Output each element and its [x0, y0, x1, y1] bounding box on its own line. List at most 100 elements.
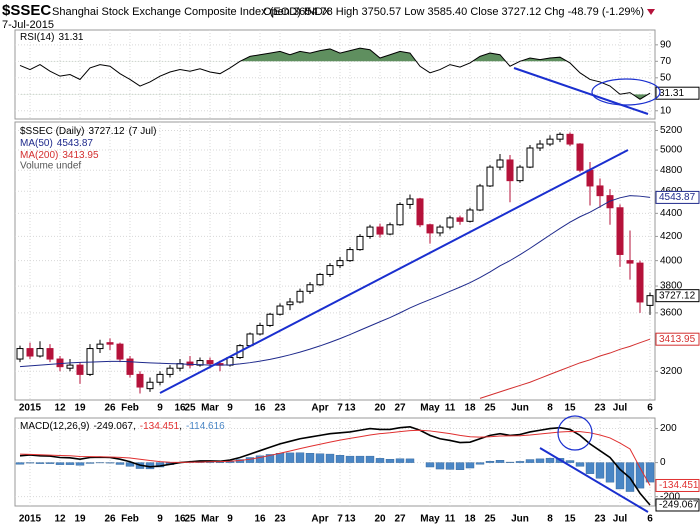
ma50-value: 4543.87: [57, 138, 94, 149]
symbol: $SSEC: [2, 2, 51, 19]
candle-body: [646, 295, 654, 306]
candle-body: [66, 364, 74, 369]
x-tick-label: May: [420, 403, 440, 414]
x-tick-label: May: [420, 514, 440, 525]
histogram-bar: [595, 462, 605, 479]
candle-body: [186, 361, 194, 366]
panel-frame: [14, 29, 656, 120]
x-tick-label: Feb: [121, 403, 139, 414]
x-tick-label: 12: [54, 514, 66, 525]
histogram-bar: [255, 455, 265, 463]
annotations: [159, 67, 661, 513]
x-tick-label: 18: [464, 514, 476, 525]
y-tick-label: 4200: [660, 231, 683, 242]
x-tick-label: 23: [594, 403, 606, 414]
x-tick-label: 13: [344, 403, 356, 414]
x-tick-label: 15: [564, 514, 576, 525]
price-date: (7 Jul): [129, 126, 157, 137]
candle-body: [406, 198, 414, 205]
x-tick-label: Mar: [201, 514, 219, 525]
histogram-bar: [55, 462, 65, 465]
histogram-bar: [545, 457, 555, 463]
x-tick-label: 9: [157, 514, 163, 525]
price-legend: $SSEC (Daily) 3727.12 (7 Jul): [20, 126, 156, 137]
y-tick-label: 4800: [660, 165, 683, 176]
histogram-bar: [615, 462, 625, 490]
x-tick-label: 16: [174, 514, 186, 525]
candle-body: [476, 185, 484, 211]
candle-body: [316, 273, 324, 286]
candle-body: [206, 360, 214, 365]
candle-body: [346, 249, 354, 262]
histogram-bar: [115, 462, 125, 465]
histogram-bar: [305, 453, 315, 463]
x-tick-label: Feb: [121, 514, 139, 525]
candle-body: [626, 260, 634, 264]
candle-body: [616, 207, 624, 255]
candle-body: [306, 284, 314, 292]
histogram-bar: [535, 458, 545, 463]
rsi-name: RSI(14): [20, 32, 54, 43]
candle-body: [566, 133, 574, 145]
candle-body: [586, 169, 594, 187]
histogram-bar: [495, 460, 505, 463]
histogram-bar: [575, 462, 585, 467]
histogram-bar: [635, 462, 645, 489]
histogram-bar: [265, 454, 275, 463]
x-tick-label: 16: [254, 514, 266, 525]
histogram-bar: [585, 462, 595, 474]
histogram-bar: [385, 458, 395, 463]
x-tick-label: 26: [104, 514, 116, 525]
histogram-bar: [475, 462, 485, 465]
y-tick-label: -200: [660, 491, 680, 502]
candle-body: [536, 143, 544, 149]
x-tick-label: 26: [104, 403, 116, 414]
candle-body: [286, 301, 294, 306]
y-tick-label: 3200: [660, 366, 683, 377]
histogram-bar: [325, 453, 335, 463]
histogram-bar: [35, 462, 45, 464]
moving-average: [19, 195, 651, 368]
x-tick-label: 8: [547, 514, 553, 525]
candle-body: [276, 305, 284, 315]
candle-body: [366, 226, 374, 237]
x-tick-label: Jul: [613, 403, 628, 414]
x-tick-label: 23: [274, 514, 286, 525]
ma200-legend: MA(200) 3413.95: [20, 150, 99, 161]
candle-body: [446, 217, 454, 228]
histogram-bar: [365, 455, 375, 463]
price-name: $SSEC (Daily): [20, 126, 84, 137]
histogram-bar: [505, 461, 515, 463]
x-tick-label: 2015: [19, 403, 42, 414]
candle-body: [596, 185, 604, 197]
candle-body: [576, 143, 584, 171]
x-tick-label: 15: [564, 403, 576, 414]
x-tick-label: 25: [484, 403, 496, 414]
histogram-bar: [515, 461, 525, 463]
date: 7-Jul-2015: [2, 19, 54, 31]
histogram-bar: [65, 462, 75, 465]
plot-area: 1030507090320036003800400042004400460048…: [14, 29, 700, 525]
candle-body: [336, 260, 344, 267]
candle-body: [26, 348, 34, 357]
candle-body: [526, 147, 534, 168]
x-tick-label: 19: [74, 403, 86, 414]
x-tick-label: 11: [445, 514, 456, 525]
x-tick-label: 7: [337, 514, 343, 525]
x-tick-label: 7: [337, 403, 343, 414]
value-box-label: 31.31: [659, 88, 684, 99]
value-box-label: -249.067: [659, 500, 699, 511]
histogram-bar: [85, 462, 95, 464]
candle-body: [436, 226, 444, 234]
histogram-bar: [335, 455, 345, 463]
macd-line: [19, 429, 651, 486]
x-tick-label: 25: [184, 403, 196, 414]
candle-body: [396, 203, 404, 226]
value-box: [655, 332, 700, 346]
candle-body: [506, 159, 514, 182]
candle-body: [326, 265, 334, 275]
histogram-bar: [395, 458, 405, 463]
x-tick-label: 20: [374, 403, 386, 414]
change-arrow: [647, 9, 655, 15]
histogram-bar: [275, 453, 285, 463]
